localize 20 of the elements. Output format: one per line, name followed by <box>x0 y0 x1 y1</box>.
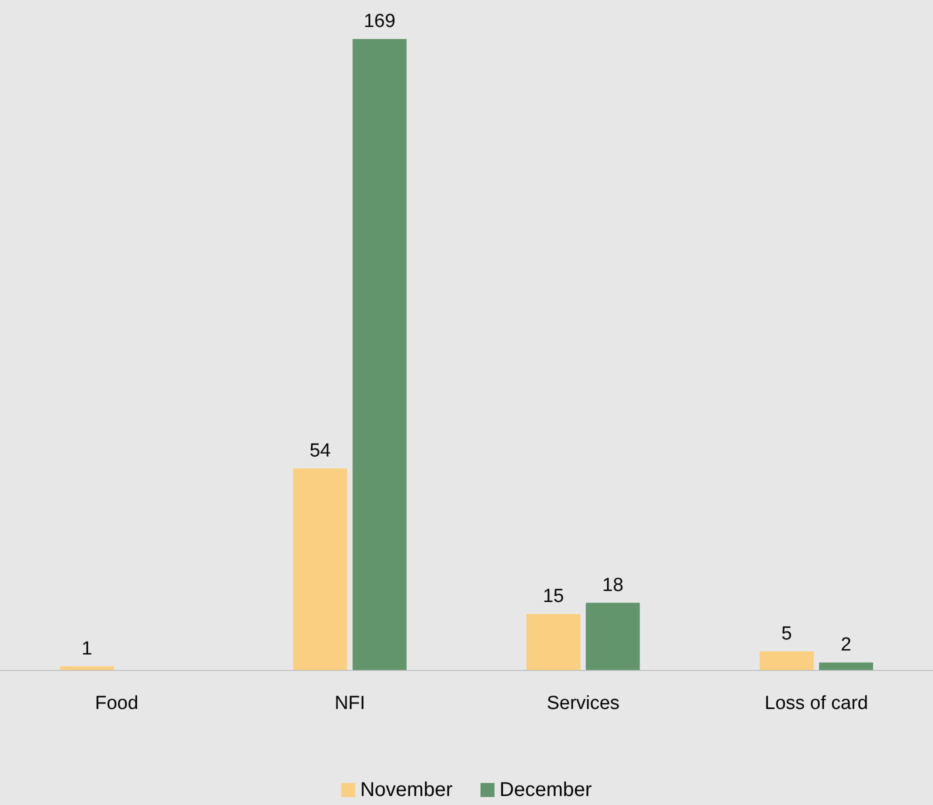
bar <box>819 662 874 670</box>
bar <box>760 651 814 670</box>
bar <box>60 666 114 670</box>
legend-label: December <box>500 779 592 801</box>
bar <box>352 39 407 670</box>
data-label: 1 <box>82 638 92 660</box>
data-label: 54 <box>310 440 332 462</box>
data-label: 169 <box>364 11 396 32</box>
legend-label: November <box>360 779 453 801</box>
x-tick-label: Food <box>94 693 138 714</box>
bar <box>586 602 640 670</box>
x-tick-label: Services <box>546 693 620 714</box>
x-tick-label: Loss of card <box>764 693 868 714</box>
bar <box>293 468 348 670</box>
data-label: 18 <box>602 574 624 596</box>
data-label: 2 <box>840 634 852 656</box>
bar <box>526 614 580 670</box>
data-label: 5 <box>781 623 792 644</box>
data-label: 15 <box>542 586 564 607</box>
x-tick-label: NFI <box>334 693 366 714</box>
